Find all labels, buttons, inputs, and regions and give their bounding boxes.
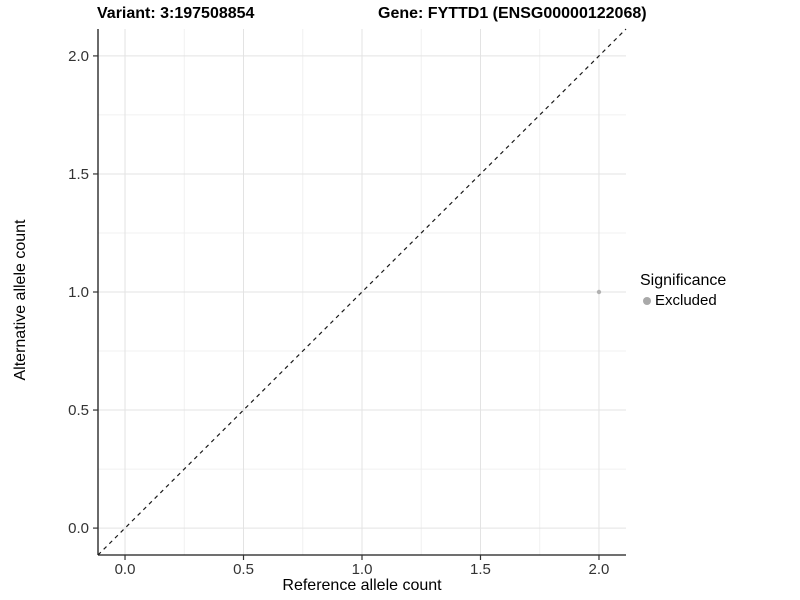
y-tick-label: 1.5 <box>68 166 89 183</box>
plot-title-variant: Variant: 3:197508854 <box>97 5 255 22</box>
x-tick-label: 0.0 <box>115 561 136 578</box>
data-point <box>596 289 602 295</box>
y-tick-label: 0.0 <box>68 520 89 537</box>
x-tick-label: 1.0 <box>352 561 373 578</box>
legend-item-label: Excluded <box>655 292 717 309</box>
y-axis-title: Alternative allele count <box>12 219 29 381</box>
y-tick-label: 0.5 <box>68 402 89 419</box>
plot-title-gene: Gene: FYTTD1 (ENSG00000122068) <box>378 5 647 22</box>
y-tick-label: 1.0 <box>68 284 89 301</box>
x-tick-label: 0.5 <box>233 561 254 578</box>
y-tick-label: 2.0 <box>68 48 89 65</box>
legend: Significance Excluded <box>640 271 726 310</box>
x-tick-label: 2.0 <box>589 561 610 578</box>
legend-title: Significance <box>640 272 727 289</box>
legend-point-icon <box>643 297 651 305</box>
x-tick-label: 1.5 <box>470 561 491 578</box>
x-axis-title: Reference allele count <box>282 577 442 594</box>
legend-item-excluded: Excluded <box>640 292 726 310</box>
